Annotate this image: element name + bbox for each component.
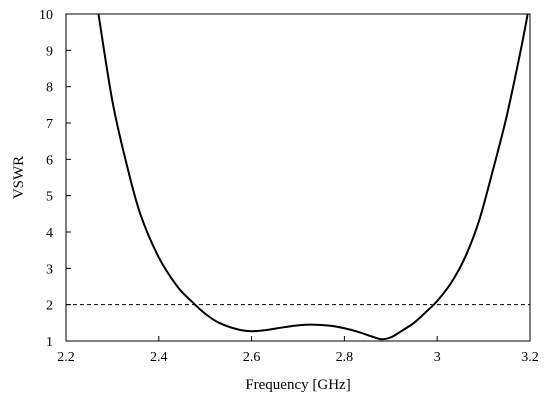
vswr-series-line <box>97 13 529 341</box>
y-tick-label: 2 <box>46 299 53 314</box>
plot-marks <box>66 13 530 341</box>
x-tick-label: 2.8 <box>336 350 354 365</box>
y-tick-label: 1 <box>46 335 53 350</box>
y-tick-label: 3 <box>46 262 53 277</box>
x-axis-title: Frequency [GHz] <box>245 377 350 393</box>
x-tick-label: 3 <box>434 350 441 365</box>
y-tick-label: 8 <box>46 81 53 96</box>
y-tick-label: 4 <box>46 226 53 241</box>
x-tick-label: 2.2 <box>57 350 75 365</box>
y-tick-label: 9 <box>46 44 53 59</box>
axis-ticks: 2.2 2.4 2.6 2.8 3 3.2 1 2 3 4 5 6 7 8 9 10 <box>39 8 539 365</box>
plot-frame <box>65 13 531 342</box>
y-tick-label: 5 <box>46 190 53 205</box>
y-axis-title: VSWR <box>11 156 27 199</box>
x-tick-label: 3.2 <box>521 350 539 365</box>
y-tick-label: 6 <box>46 153 53 168</box>
y-tick-label: 7 <box>46 117 53 132</box>
x-tick-label: 2.6 <box>243 350 261 365</box>
x-tick-label: 2.4 <box>150 350 168 365</box>
y-tick-label: 10 <box>39 8 53 23</box>
